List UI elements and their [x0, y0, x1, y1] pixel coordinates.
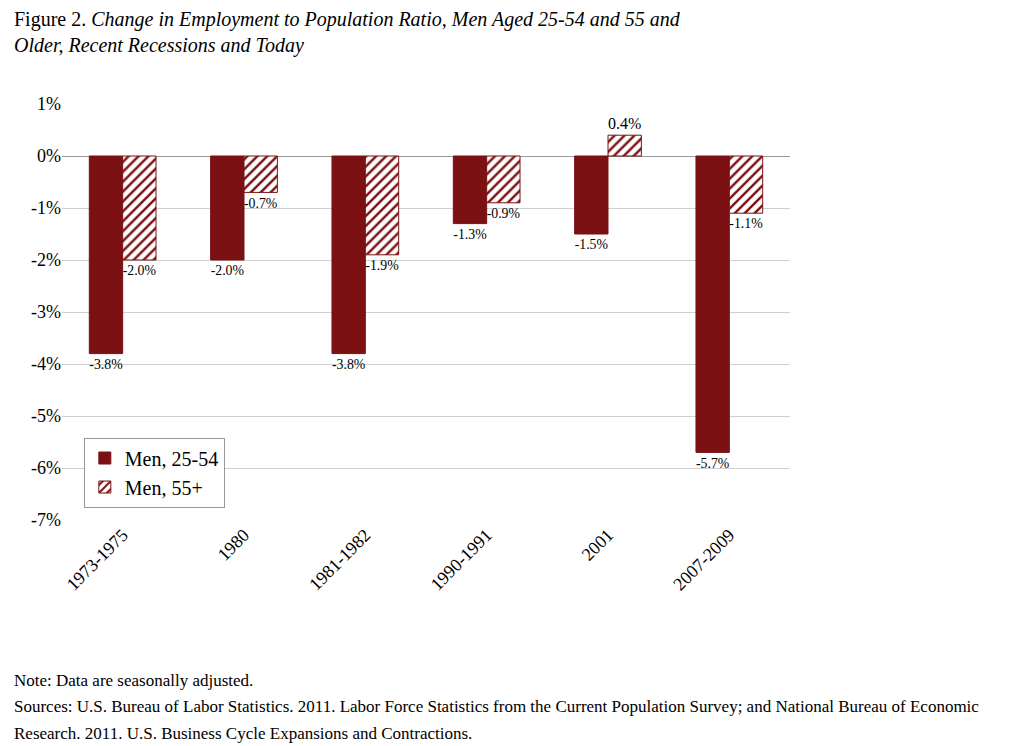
html-text:Figure 2. Change in Employment: Figure 2. Change in Employment to Popula… — [14, 8, 680, 56]
svg-text:1981-1982: 1981-1982 — [305, 525, 374, 594]
svg-text:-1%: -1% — [31, 198, 61, 218]
svg-text:-0.7%: -0.7% — [244, 196, 278, 211]
svg-text:1%: 1% — [37, 94, 61, 114]
svg-text:0.4%: 0.4% — [608, 115, 641, 132]
svg-text:1973-1975: 1973-1975 — [63, 525, 132, 594]
svg-text:-2%: -2% — [31, 250, 61, 270]
svg-text:-1.1%: -1.1% — [729, 216, 763, 231]
svg-text:1990-1991: 1990-1991 — [427, 525, 496, 594]
svg-text:2001: 2001 — [578, 525, 618, 565]
html-text:Sources: U.S. Bureau of Labor: Sources: U.S. Bureau of Labor Statistics… — [14, 697, 979, 743]
svg-text:0%: 0% — [37, 146, 61, 166]
svg-text:-5.7%: -5.7% — [696, 456, 730, 471]
svg-text:-0.9%: -0.9% — [487, 206, 521, 221]
svg-text:Men, 55+: Men, 55+ — [125, 477, 203, 499]
svg-text:-3%: -3% — [31, 302, 61, 322]
svg-text:-3.8%: -3.8% — [89, 357, 123, 372]
svg-text:-3.8%: -3.8% — [332, 357, 366, 372]
svg-text:-4%: -4% — [31, 354, 61, 374]
svg-text:-2.0%: -2.0% — [211, 263, 245, 278]
svg-text:1980: 1980 — [214, 525, 254, 565]
svg-text:-1.5%: -1.5% — [575, 237, 609, 252]
svg-text:-1.3%: -1.3% — [453, 227, 487, 242]
svg-text:-7%: -7% — [31, 510, 61, 530]
svg-text:-2.0%: -2.0% — [123, 263, 157, 278]
svg-text:-5%: -5% — [31, 406, 61, 426]
svg-text:2007-2009: 2007-2009 — [669, 525, 738, 594]
svg-text:Men, 25-54: Men, 25-54 — [125, 448, 218, 470]
svg-text:-1.9%: -1.9% — [365, 258, 399, 273]
svg-text:-6%: -6% — [31, 458, 61, 478]
html-text:Note: Data are seasonally adju: Note: Data are seasonally adjusted. — [14, 671, 254, 690]
